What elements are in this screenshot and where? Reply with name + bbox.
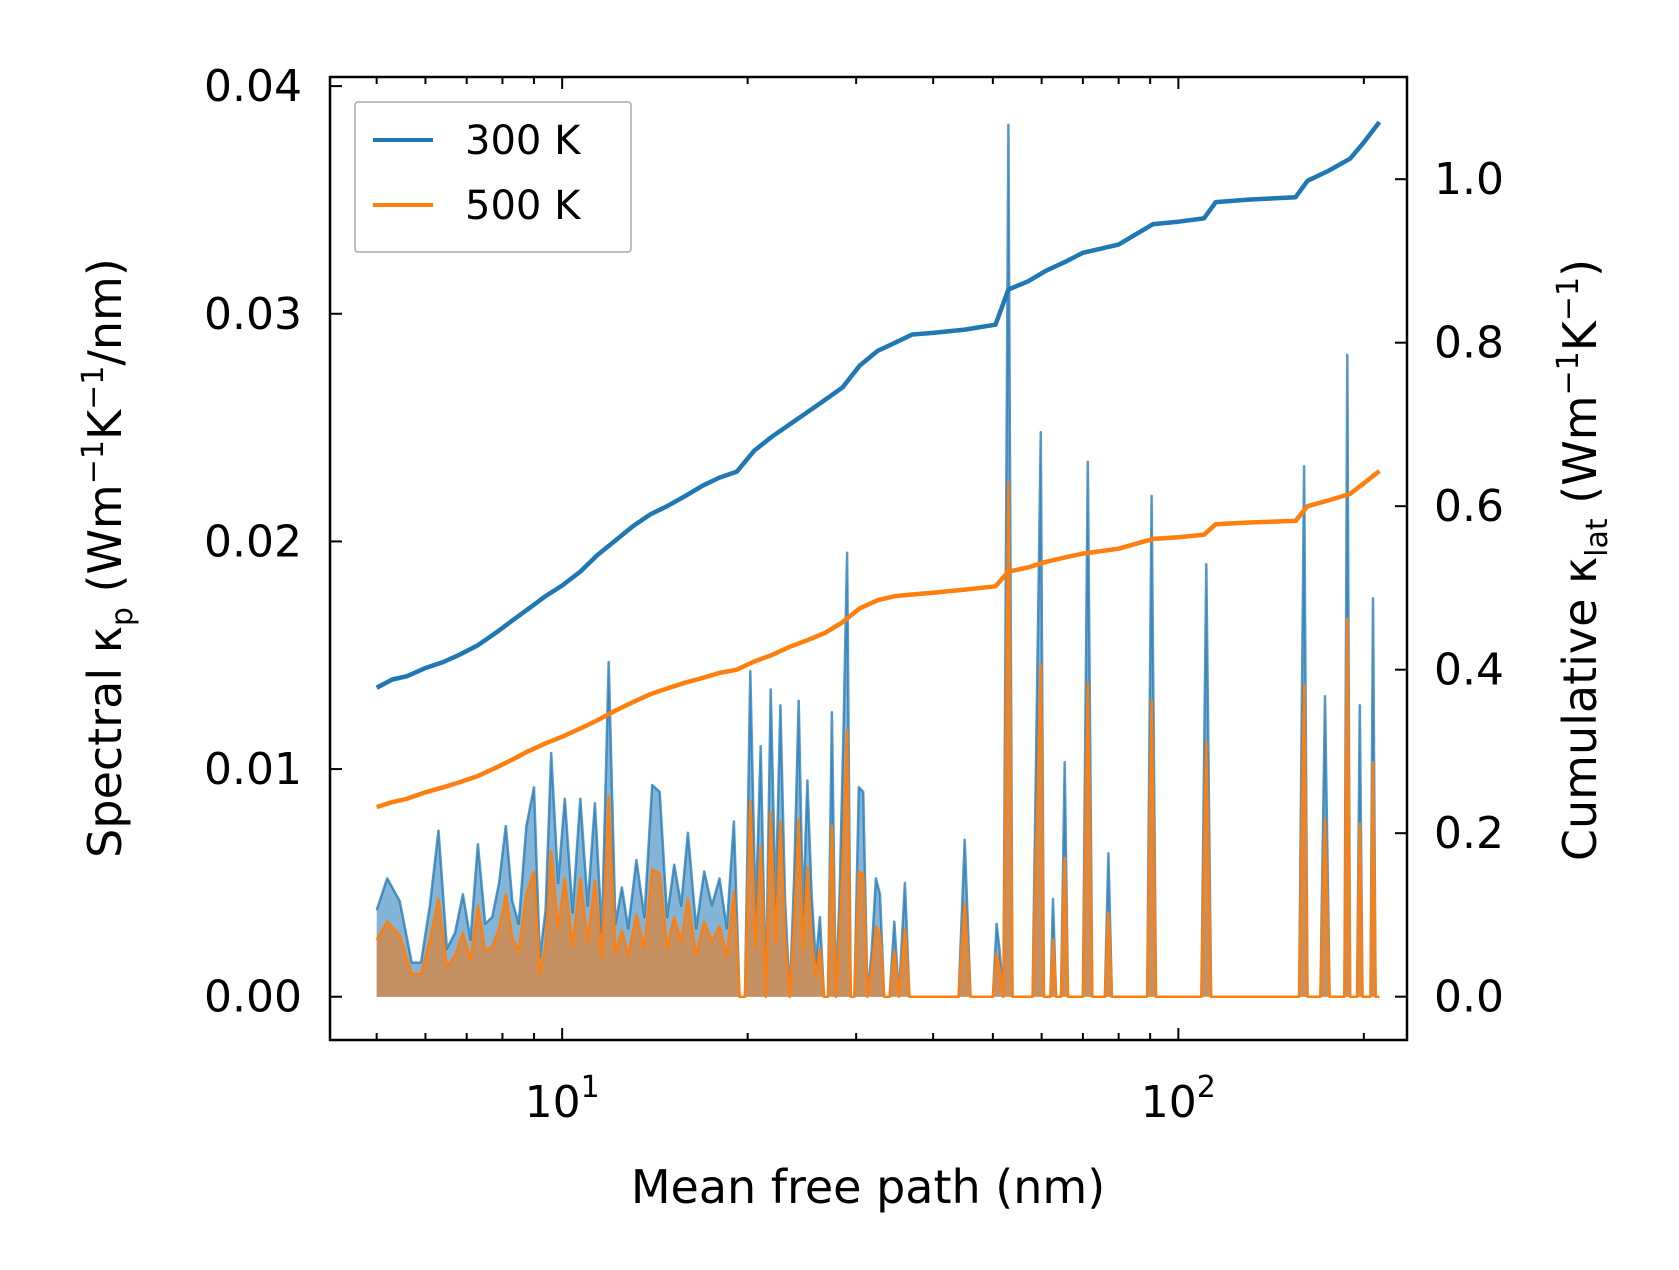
- y-tick-label-right: 0.4: [1434, 645, 1504, 696]
- cumulative-line-500k: [376, 469, 1381, 810]
- y-tick-label-left: 0.00: [204, 972, 302, 1023]
- legend-label-500k: 500 K: [465, 183, 582, 229]
- spectral-series-layer: [375, 123, 1380, 998]
- y-tick-label-left: 0.02: [204, 516, 302, 567]
- y-tick-label-right: 0.2: [1434, 808, 1504, 859]
- ticks-layer: 101 102 0.00 0.01 0.02 0.03 0.04 0.0 0.2 0.4 0.6 0.…: [204, 61, 1504, 1128]
- y-tick-label-right: 0.6: [1434, 481, 1504, 532]
- y-tick-label-right: 0.0: [1434, 972, 1504, 1023]
- spectral-area-300k: [376, 124, 1380, 997]
- y-tick-label-left: 0.01: [204, 744, 302, 795]
- cumulative-line-300k: [375, 120, 1382, 690]
- spectral-area-500k: [376, 482, 1380, 997]
- x-axis-label: Mean free path (nm): [631, 1160, 1105, 1214]
- y-tick-label-left: 0.03: [204, 289, 302, 340]
- y-tick-label-right: 1.0: [1434, 154, 1504, 205]
- legend: 300 K 500 K: [354, 101, 632, 253]
- cumulative-series-layer: [375, 120, 1382, 810]
- x-tick-label: 101: [525, 1070, 600, 1128]
- y-axis-label-right: Cumulative κlat (Wm−1K−1): [1551, 259, 1615, 861]
- y-tick-label-left: 0.04: [204, 61, 302, 112]
- spectral-line-500k: [375, 480, 1380, 998]
- x-tick-label: 102: [1141, 1070, 1216, 1128]
- y-tick-label-right: 0.8: [1434, 318, 1504, 369]
- legend-label-300k: 300 K: [465, 118, 582, 164]
- plot-frame: [328, 75, 1409, 1042]
- y-axis-label-left: Spectral κp (Wm−1K−1/nm): [76, 258, 140, 858]
